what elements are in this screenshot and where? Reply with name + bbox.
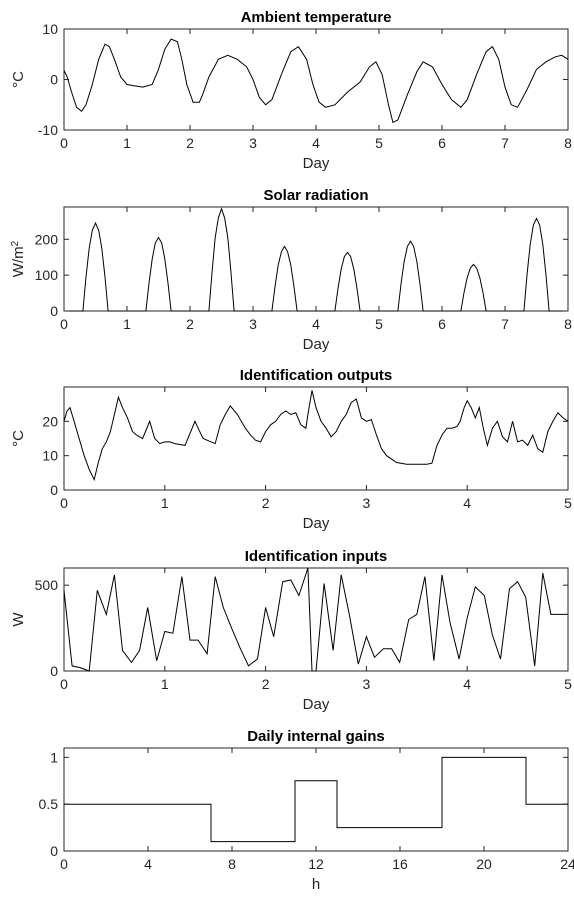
- y-axis-label: °C: [10, 430, 27, 447]
- x-tick-label: 8: [564, 316, 572, 332]
- x-tick-label: 3: [249, 316, 257, 332]
- x-tick-label: 12: [308, 856, 324, 872]
- y-tick-label: 0: [50, 843, 58, 859]
- x-tick-label: 3: [249, 135, 257, 151]
- y-tick-label: 10: [42, 21, 58, 37]
- plot-area: [63, 567, 569, 672]
- y-tick-label: 100: [35, 267, 59, 283]
- x-tick-label: 16: [392, 856, 408, 872]
- x-tick-label: 4: [463, 495, 471, 511]
- y-tick-label: -10: [38, 122, 58, 138]
- y-tick-label: 200: [35, 231, 59, 247]
- x-tick-label: 7: [501, 135, 509, 151]
- x-tick-label: 0: [60, 135, 68, 151]
- x-tick-label: 0: [60, 676, 68, 692]
- x-tick-label: 20: [476, 856, 492, 872]
- chart-title: Solar radiation: [263, 187, 368, 204]
- x-tick-label: 4: [463, 676, 471, 692]
- y-tick-label: 10: [42, 448, 58, 464]
- plot-area: [63, 28, 569, 131]
- series-line-1: [64, 756, 568, 843]
- x-axis-label: Day: [303, 336, 330, 353]
- x-tick-label: 1: [161, 495, 169, 511]
- chart-title: Identification inputs: [245, 548, 388, 565]
- y-tick-label: 0: [50, 303, 58, 319]
- y-tick-label: 0: [50, 663, 58, 679]
- chart-title: Daily internal gains: [247, 728, 385, 745]
- x-tick-label: 4: [312, 135, 320, 151]
- x-tick-label: 3: [363, 495, 371, 511]
- x-axis-label: Day: [303, 515, 330, 532]
- x-axis-label: h: [312, 876, 320, 893]
- plot-area: [63, 747, 569, 852]
- x-tick-label: 24: [560, 856, 574, 872]
- x-tick-label: 5: [564, 676, 572, 692]
- y-tick-label: 500: [35, 577, 59, 593]
- chart-title: Ambient temperature: [241, 9, 392, 26]
- x-tick-label: 5: [564, 495, 572, 511]
- x-tick-label: 0: [60, 316, 68, 332]
- x-tick-label: 0: [60, 495, 68, 511]
- y-axis-label-superscript: 2: [10, 240, 21, 246]
- plot-area: [63, 206, 569, 312]
- y-tick-label: 0: [50, 72, 58, 88]
- x-tick-label: 6: [438, 135, 446, 151]
- y-axis-label: W/m2: [10, 240, 28, 277]
- x-tick-label: 2: [262, 495, 270, 511]
- chart-title: Identification outputs: [240, 367, 392, 384]
- y-tick-label: 1: [50, 749, 58, 765]
- y-tick-label: 0: [50, 482, 58, 498]
- x-tick-label: 8: [564, 135, 572, 151]
- subplot-3: 0 1 2 3 4 5 0 10 20 Identification outputs Day °C: [10, 367, 572, 532]
- subplot-4: 0 1 2 3 4 5 0 500 Identification inputs Day W: [10, 548, 572, 713]
- y-axis-label: W: [10, 612, 27, 627]
- series-line-1: [63, 38, 569, 124]
- x-tick-label: 1: [161, 676, 169, 692]
- y-axis-label: °C: [10, 71, 27, 88]
- x-tick-label: 1: [123, 316, 131, 332]
- x-tick-label: 2: [186, 316, 194, 332]
- series-line-1: [63, 390, 569, 482]
- x-tick-label: 8: [228, 856, 236, 872]
- x-tick-label: 3: [363, 676, 371, 692]
- x-tick-label: 0: [60, 856, 68, 872]
- x-tick-label: 2: [262, 676, 270, 692]
- y-tick-label: 0.5: [39, 796, 59, 812]
- y-tick-label: 20: [42, 413, 58, 429]
- x-tick-label: 5: [375, 316, 383, 332]
- series-line-1: [63, 567, 568, 672]
- subplot-5: 0 4 8 12 16 20 24 0 0.5 1 Daily internal gains h: [39, 728, 574, 893]
- x-axis-label: Day: [303, 696, 330, 713]
- x-tick-label: 6: [438, 316, 446, 332]
- x-tick-label: 5: [375, 135, 383, 151]
- x-tick-label: 1: [123, 135, 131, 151]
- x-tick-label: 4: [312, 316, 320, 332]
- plot-area: [63, 386, 569, 491]
- x-tick-label: 7: [501, 316, 509, 332]
- x-axis-label: Day: [303, 155, 330, 172]
- x-tick-label: 2: [186, 135, 194, 151]
- x-tick-label: 4: [144, 856, 152, 872]
- subplot-2: 0 1 2 3 4 5 6 7 8 0 100 200 Solar radiation Day W/m2: [10, 187, 573, 353]
